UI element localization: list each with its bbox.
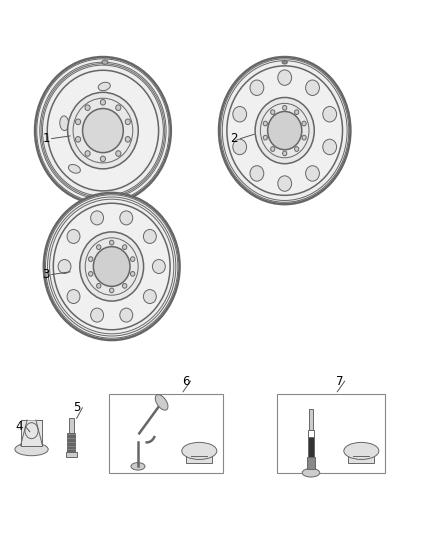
Ellipse shape [344, 442, 379, 459]
Ellipse shape [155, 394, 168, 410]
Ellipse shape [88, 257, 93, 262]
Ellipse shape [75, 119, 81, 125]
Text: 7: 7 [336, 375, 343, 387]
Text: 4: 4 [15, 420, 23, 433]
Text: 3: 3 [42, 268, 49, 281]
Ellipse shape [302, 121, 306, 126]
FancyBboxPatch shape [67, 433, 75, 452]
Text: 5: 5 [73, 401, 80, 414]
Ellipse shape [102, 60, 108, 64]
Ellipse shape [260, 103, 309, 158]
FancyBboxPatch shape [308, 437, 314, 457]
Ellipse shape [283, 106, 287, 110]
Ellipse shape [143, 230, 156, 244]
Ellipse shape [125, 136, 131, 142]
Ellipse shape [93, 247, 130, 286]
Ellipse shape [250, 166, 264, 181]
Ellipse shape [123, 284, 127, 288]
Ellipse shape [131, 257, 135, 262]
Ellipse shape [82, 109, 124, 152]
FancyBboxPatch shape [307, 457, 315, 469]
Ellipse shape [131, 463, 145, 470]
Ellipse shape [98, 82, 110, 91]
Ellipse shape [60, 116, 69, 131]
Ellipse shape [295, 147, 299, 151]
Ellipse shape [302, 135, 306, 140]
Ellipse shape [278, 70, 292, 85]
Ellipse shape [47, 70, 159, 191]
Ellipse shape [227, 66, 343, 195]
FancyBboxPatch shape [308, 430, 314, 437]
Ellipse shape [323, 107, 336, 122]
Ellipse shape [110, 240, 114, 245]
Ellipse shape [75, 136, 81, 142]
Ellipse shape [271, 110, 275, 115]
Ellipse shape [120, 308, 133, 322]
Ellipse shape [255, 98, 314, 164]
Bar [109, 394, 223, 473]
Ellipse shape [271, 147, 275, 151]
Ellipse shape [283, 151, 287, 156]
Ellipse shape [96, 245, 101, 249]
Ellipse shape [233, 139, 247, 155]
Ellipse shape [100, 100, 106, 105]
Ellipse shape [282, 60, 287, 64]
Ellipse shape [295, 110, 299, 115]
Ellipse shape [143, 289, 156, 303]
Ellipse shape [306, 166, 319, 181]
Ellipse shape [250, 80, 264, 95]
Ellipse shape [15, 443, 48, 456]
Ellipse shape [53, 203, 170, 330]
FancyBboxPatch shape [66, 452, 77, 457]
Ellipse shape [263, 135, 268, 140]
Ellipse shape [68, 165, 81, 173]
Ellipse shape [85, 238, 138, 295]
FancyBboxPatch shape [186, 451, 212, 463]
Ellipse shape [131, 271, 135, 276]
Text: 6: 6 [182, 375, 190, 387]
Ellipse shape [120, 211, 133, 225]
Ellipse shape [88, 271, 93, 276]
Ellipse shape [268, 111, 302, 150]
Ellipse shape [116, 151, 121, 156]
FancyBboxPatch shape [348, 451, 374, 463]
Ellipse shape [233, 107, 247, 122]
FancyBboxPatch shape [21, 420, 42, 446]
Ellipse shape [116, 105, 121, 110]
Ellipse shape [67, 230, 80, 244]
Ellipse shape [152, 260, 165, 273]
Text: 2: 2 [230, 132, 238, 145]
Ellipse shape [44, 193, 180, 340]
Text: 1: 1 [42, 132, 50, 145]
Bar [277, 394, 385, 473]
Ellipse shape [221, 59, 349, 203]
Ellipse shape [91, 308, 103, 322]
Ellipse shape [125, 119, 131, 125]
Ellipse shape [80, 232, 144, 301]
Ellipse shape [58, 260, 71, 273]
Ellipse shape [123, 245, 127, 249]
Ellipse shape [278, 176, 292, 191]
FancyBboxPatch shape [69, 418, 74, 433]
Ellipse shape [100, 156, 106, 161]
Ellipse shape [263, 121, 268, 126]
Ellipse shape [182, 442, 217, 459]
Ellipse shape [85, 151, 90, 156]
Ellipse shape [323, 139, 336, 155]
FancyBboxPatch shape [309, 409, 313, 430]
Ellipse shape [219, 57, 350, 204]
Ellipse shape [91, 211, 103, 225]
Ellipse shape [306, 80, 319, 95]
Ellipse shape [73, 98, 133, 163]
Ellipse shape [110, 288, 114, 293]
Ellipse shape [67, 92, 138, 169]
Ellipse shape [46, 195, 178, 338]
Ellipse shape [96, 284, 101, 288]
Ellipse shape [35, 57, 171, 204]
Ellipse shape [85, 105, 90, 110]
Ellipse shape [37, 59, 169, 203]
Ellipse shape [67, 289, 80, 303]
Ellipse shape [302, 469, 320, 477]
